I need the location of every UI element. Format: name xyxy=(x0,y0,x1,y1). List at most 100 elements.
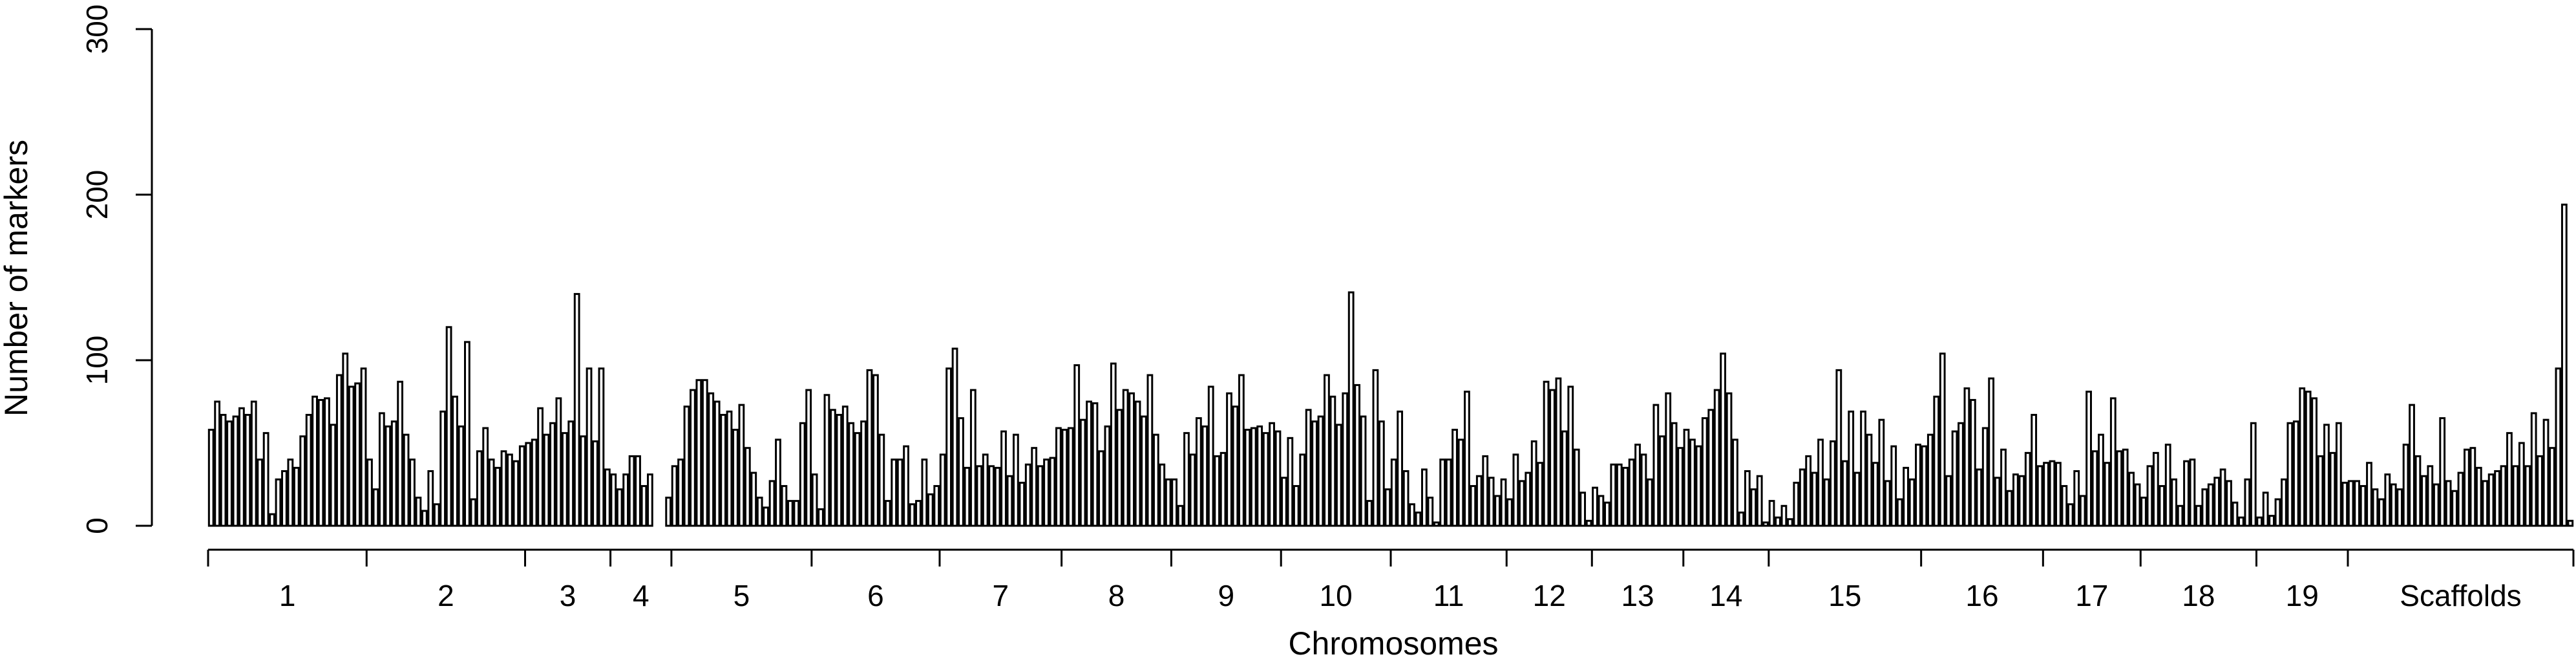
bar-15-10 xyxy=(1823,478,1830,527)
bar-13-3 xyxy=(1603,501,1610,527)
bar-7-5 xyxy=(964,466,971,527)
bar-10-12 xyxy=(1347,291,1355,527)
bar-14-5 xyxy=(1707,409,1715,527)
bar-7-10 xyxy=(994,466,1001,527)
bar-13-13 xyxy=(1665,392,1672,527)
bar-Scaffolds-32 xyxy=(2537,455,2544,527)
bar-15-9 xyxy=(1817,438,1824,527)
bar-10-14 xyxy=(1360,415,1367,527)
bar-Scaffolds-18 xyxy=(2451,490,2458,527)
bar-7-12 xyxy=(1006,475,1013,527)
bar-16-20 xyxy=(2036,465,2043,527)
bar-17-5 xyxy=(2067,503,2074,527)
bar-Scaffolds-5 xyxy=(2372,488,2379,527)
bar-18-2 xyxy=(2146,465,2153,527)
bar-Scaffolds-12 xyxy=(2414,455,2422,527)
bar-2-9 xyxy=(415,496,422,527)
bar-18-5 xyxy=(2164,444,2171,527)
bar-13-11 xyxy=(1652,404,1660,527)
bar-15-3 xyxy=(1780,504,1788,527)
bar-12-5 xyxy=(1530,440,1537,527)
bar-5-14 xyxy=(750,471,757,527)
bar-14-12 xyxy=(1750,488,1757,527)
bar-8-17 xyxy=(1159,463,1166,527)
bar-6-18 xyxy=(915,500,922,527)
bar-11-16 xyxy=(1482,455,1489,527)
bar-10-2 xyxy=(1287,437,1294,527)
bar-15-24 xyxy=(1908,478,1916,527)
bar-18-9 xyxy=(2189,459,2196,527)
bar-11-4 xyxy=(1409,503,1415,527)
bar-Scaffolds-29 xyxy=(2518,442,2525,527)
bar-15-22 xyxy=(1896,498,1903,527)
bar-10-11 xyxy=(1342,392,1349,527)
bar-1-23 xyxy=(342,352,349,527)
bar-6-5 xyxy=(836,413,843,527)
bar-10-8 xyxy=(1324,374,1330,527)
x-group-label: Scaffolds xyxy=(2400,579,2521,612)
bar-14-3 xyxy=(1695,445,1702,527)
bar-8-6 xyxy=(1092,402,1099,527)
bar-15-18 xyxy=(1872,462,1879,527)
bar-17-12 xyxy=(2109,397,2117,527)
bar-2-6 xyxy=(397,380,404,527)
bar-11-3 xyxy=(1402,470,1409,527)
bar-Scaffolds-33 xyxy=(2542,418,2550,527)
bar-2-10 xyxy=(421,510,428,527)
y-axis-title: Number of markers xyxy=(0,140,34,416)
bar-7-13 xyxy=(1012,433,1019,527)
bar-17-9 xyxy=(2091,450,2098,527)
bar-15-6 xyxy=(1799,468,1806,527)
bar-1-12 xyxy=(275,478,282,527)
bar-12-2 xyxy=(1512,453,1519,527)
bar-8-11 xyxy=(1122,389,1129,527)
bar-9-9 xyxy=(1219,451,1227,527)
bar-5-15 xyxy=(756,496,763,527)
bar-2-18 xyxy=(470,498,477,527)
bar-9-18 xyxy=(1274,430,1282,527)
bar-7-8 xyxy=(982,453,989,527)
bar-12-11 xyxy=(1567,385,1574,527)
bar-1-8 xyxy=(250,400,257,527)
bar-6-17 xyxy=(909,503,916,527)
bar-9-7 xyxy=(1207,385,1214,527)
bar-16-4 xyxy=(1939,352,1946,527)
bar-7-7 xyxy=(976,465,983,527)
bar-7-9 xyxy=(988,465,995,527)
bar-16-14 xyxy=(2000,448,2007,527)
bar-14-8 xyxy=(1726,392,1733,527)
bar-8-16 xyxy=(1152,433,1159,527)
x-group-label: 17 xyxy=(2075,579,2108,612)
bar-Scaffolds-13 xyxy=(2421,475,2427,527)
x-group-label: 3 xyxy=(560,579,576,612)
bar-2-22 xyxy=(494,466,501,527)
bar-8-15 xyxy=(1146,374,1154,527)
bar-11-7 xyxy=(1427,496,1434,527)
bar-16-11 xyxy=(1981,427,1989,527)
bar-7-1 xyxy=(939,453,946,527)
bar-2-5 xyxy=(390,420,397,527)
bar-7-14 xyxy=(1019,481,1026,527)
bar-7-18 xyxy=(1043,459,1050,527)
bar-16-9 xyxy=(1969,398,1976,527)
bar-15-25 xyxy=(1915,444,1921,527)
bar-16-1 xyxy=(1921,445,1928,527)
bar-2-20 xyxy=(482,427,489,527)
bar-1-13 xyxy=(281,470,288,527)
bar-Scaffolds-2 xyxy=(2354,480,2361,527)
bar-17-14 xyxy=(2122,448,2129,527)
bar-3-3 xyxy=(537,407,544,527)
bar-1-7 xyxy=(244,413,251,527)
bar-17-6 xyxy=(2073,470,2080,527)
bar-6-10 xyxy=(866,369,873,527)
bar-1-2 xyxy=(214,400,221,527)
bar-10-1 xyxy=(1281,477,1287,527)
bar-1-14 xyxy=(287,459,294,527)
bar-1-1 xyxy=(207,429,215,527)
x-group-label: 8 xyxy=(1108,579,1125,612)
bar-5-5 xyxy=(695,379,702,527)
x-group-label: 15 xyxy=(1828,579,1861,612)
bar-2-7 xyxy=(403,433,410,527)
bar-5-12 xyxy=(738,404,745,527)
